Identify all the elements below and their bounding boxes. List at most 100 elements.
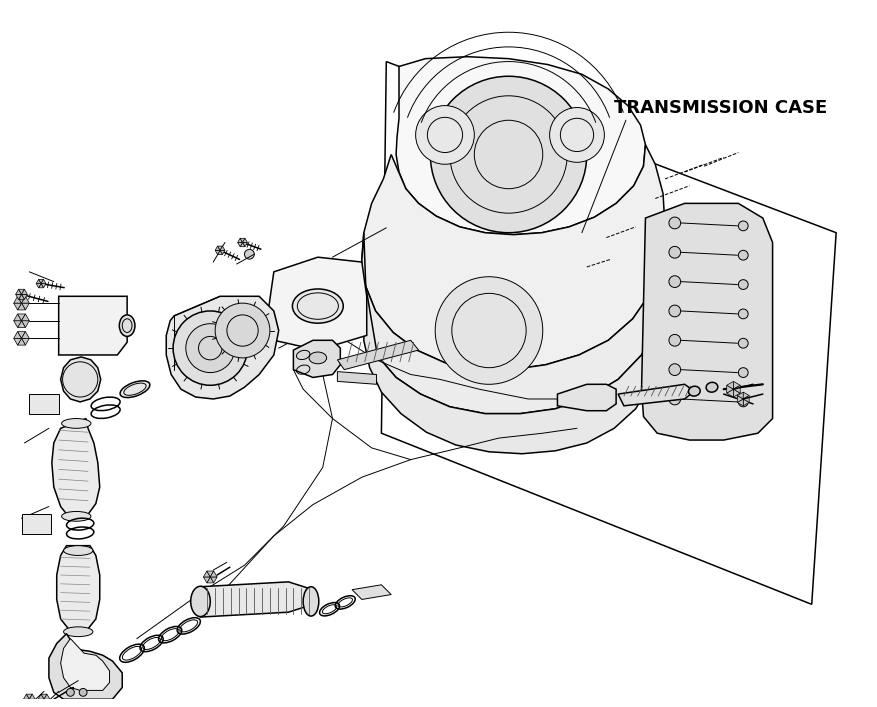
Polygon shape [22, 296, 29, 303]
Ellipse shape [706, 382, 717, 392]
Polygon shape [18, 289, 25, 294]
Ellipse shape [309, 352, 326, 364]
Ellipse shape [120, 381, 150, 397]
Polygon shape [217, 246, 223, 250]
Polygon shape [18, 294, 25, 300]
Polygon shape [14, 314, 22, 321]
Polygon shape [733, 381, 740, 389]
Polygon shape [22, 332, 29, 339]
Ellipse shape [61, 511, 91, 521]
Polygon shape [36, 279, 41, 284]
Circle shape [669, 393, 681, 405]
Polygon shape [39, 284, 44, 288]
Ellipse shape [61, 419, 91, 428]
Polygon shape [743, 399, 749, 406]
Polygon shape [243, 238, 247, 243]
Polygon shape [44, 699, 50, 704]
Polygon shape [22, 321, 29, 327]
Polygon shape [14, 332, 22, 339]
Polygon shape [22, 303, 29, 310]
Polygon shape [743, 392, 749, 399]
Circle shape [738, 339, 748, 348]
Polygon shape [220, 246, 225, 250]
Polygon shape [29, 394, 59, 414]
Polygon shape [733, 389, 740, 397]
Polygon shape [52, 419, 100, 518]
Polygon shape [269, 257, 367, 350]
Polygon shape [14, 321, 22, 327]
Polygon shape [238, 243, 243, 247]
Polygon shape [207, 571, 214, 577]
Polygon shape [217, 250, 223, 255]
Polygon shape [238, 238, 243, 243]
Circle shape [738, 250, 748, 260]
Circle shape [173, 311, 247, 385]
Circle shape [738, 221, 748, 230]
Circle shape [245, 250, 254, 259]
Polygon shape [18, 321, 25, 327]
Ellipse shape [292, 289, 343, 323]
Polygon shape [240, 243, 245, 247]
Polygon shape [642, 204, 773, 440]
Polygon shape [22, 314, 29, 321]
Polygon shape [38, 699, 44, 704]
Polygon shape [41, 279, 46, 284]
Polygon shape [61, 357, 101, 402]
Polygon shape [558, 385, 617, 411]
Polygon shape [61, 638, 110, 691]
Circle shape [669, 364, 681, 375]
Polygon shape [352, 585, 391, 600]
Polygon shape [203, 577, 210, 583]
Ellipse shape [303, 587, 319, 616]
Polygon shape [26, 699, 32, 704]
Polygon shape [210, 577, 217, 583]
Polygon shape [727, 385, 733, 393]
Circle shape [669, 276, 681, 288]
Ellipse shape [63, 546, 93, 556]
Polygon shape [362, 228, 670, 414]
Polygon shape [24, 699, 29, 704]
Polygon shape [743, 395, 749, 402]
Ellipse shape [296, 351, 310, 360]
Polygon shape [338, 340, 418, 370]
Polygon shape [36, 284, 41, 288]
Polygon shape [14, 303, 22, 310]
Polygon shape [18, 332, 25, 339]
Circle shape [738, 280, 748, 289]
Polygon shape [18, 314, 25, 321]
Polygon shape [738, 392, 743, 399]
Polygon shape [201, 582, 313, 617]
Circle shape [79, 689, 87, 696]
Polygon shape [24, 694, 29, 699]
Polygon shape [727, 381, 733, 389]
Circle shape [186, 324, 235, 373]
Polygon shape [18, 296, 25, 303]
Polygon shape [733, 385, 740, 393]
Circle shape [669, 334, 681, 346]
Circle shape [669, 305, 681, 317]
Polygon shape [18, 339, 25, 345]
Polygon shape [59, 296, 127, 355]
Polygon shape [41, 694, 47, 699]
Polygon shape [41, 699, 47, 704]
Polygon shape [14, 296, 22, 303]
Polygon shape [243, 243, 247, 247]
Polygon shape [22, 515, 51, 534]
Polygon shape [16, 294, 22, 300]
Polygon shape [727, 389, 733, 397]
Polygon shape [22, 289, 27, 294]
Ellipse shape [688, 386, 700, 396]
Polygon shape [738, 399, 743, 406]
Polygon shape [16, 289, 22, 294]
Polygon shape [738, 395, 743, 402]
Polygon shape [14, 339, 22, 345]
Polygon shape [18, 303, 25, 310]
Polygon shape [220, 250, 225, 255]
Ellipse shape [119, 315, 135, 337]
Circle shape [416, 105, 474, 164]
Polygon shape [167, 296, 279, 399]
Polygon shape [44, 694, 50, 699]
Circle shape [669, 217, 681, 229]
Circle shape [435, 276, 543, 385]
Polygon shape [618, 385, 695, 406]
